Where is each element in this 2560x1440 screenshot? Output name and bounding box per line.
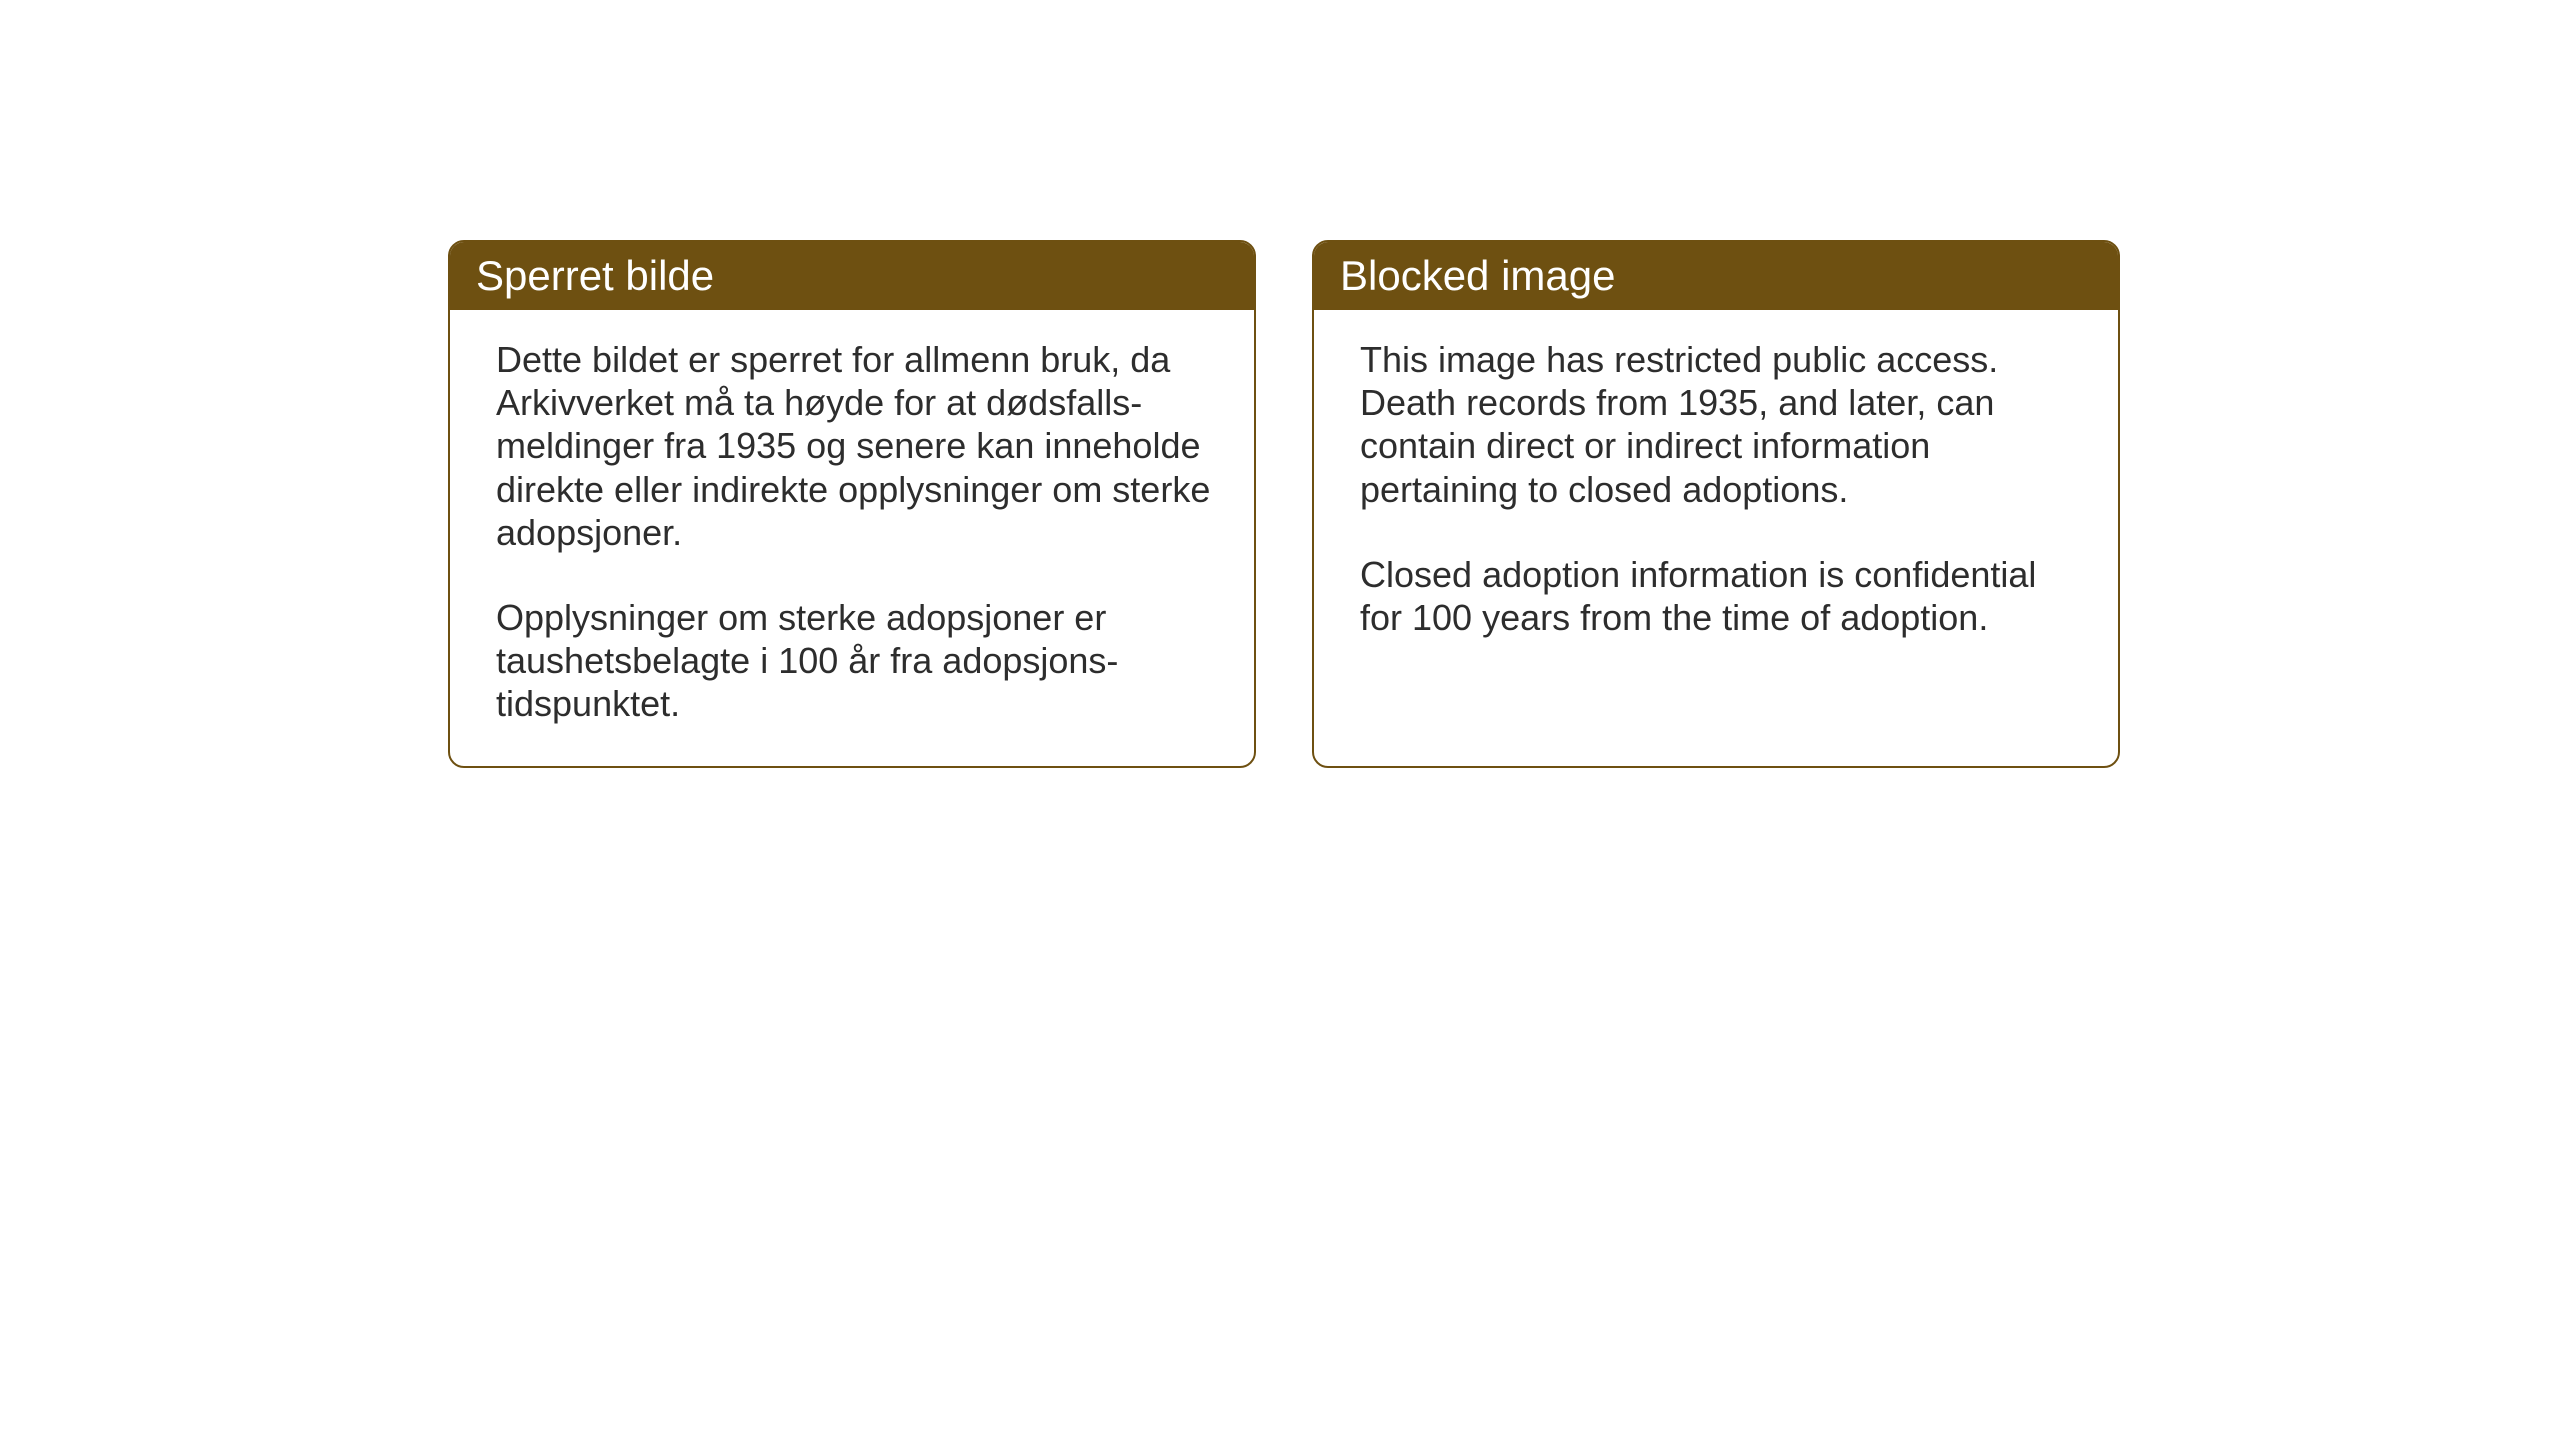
card-paragraph-1-norwegian: Dette bildet er sperret for allmenn bruk… — [496, 338, 1214, 554]
card-title-english: Blocked image — [1340, 252, 1615, 299]
card-body-english: This image has restricted public access.… — [1314, 310, 2118, 721]
card-title-norwegian: Sperret bilde — [476, 252, 714, 299]
card-header-norwegian: Sperret bilde — [450, 242, 1254, 310]
card-paragraph-1-english: This image has restricted public access.… — [1360, 338, 2078, 511]
blocked-image-notice-english: Blocked image This image has restricted … — [1312, 240, 2120, 768]
notice-cards-container: Sperret bilde Dette bildet er sperret fo… — [448, 240, 2120, 768]
card-body-norwegian: Dette bildet er sperret for allmenn bruk… — [450, 310, 1254, 766]
card-header-english: Blocked image — [1314, 242, 2118, 310]
blocked-image-notice-norwegian: Sperret bilde Dette bildet er sperret fo… — [448, 240, 1256, 768]
card-paragraph-2-english: Closed adoption information is confident… — [1360, 553, 2078, 639]
card-paragraph-2-norwegian: Opplysninger om sterke adopsjoner er tau… — [496, 596, 1214, 726]
